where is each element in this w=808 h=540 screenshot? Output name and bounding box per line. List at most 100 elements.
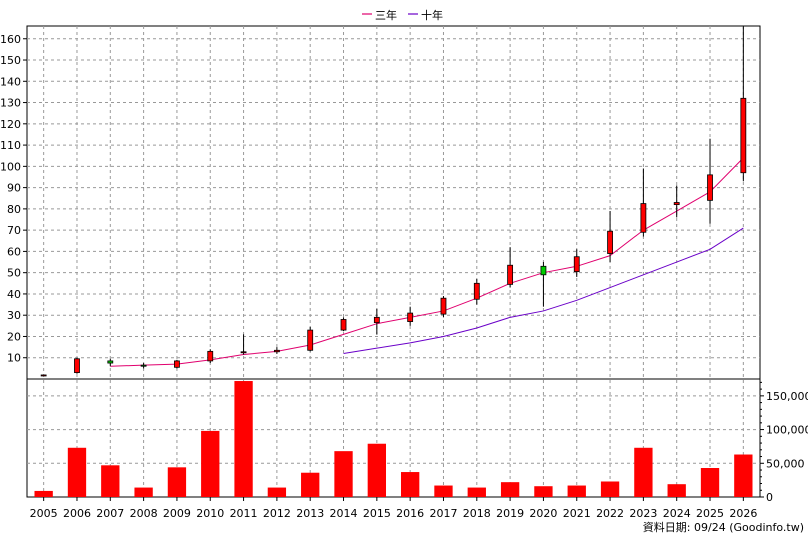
volume-bar [201, 430, 220, 497]
candle [440, 296, 447, 318]
x-tick-label: 2008 [130, 507, 158, 520]
candle-body [74, 358, 80, 374]
volume-bar [534, 486, 553, 497]
candle-body [107, 360, 114, 364]
candle-body [473, 282, 480, 300]
candle [74, 357, 80, 374]
volume-bar [334, 451, 353, 497]
volume-bar [667, 484, 686, 497]
volume-y-tick-label: 100,000 [766, 424, 808, 437]
footer-note: 資料日期: 09/24 (Goodinfo.tw) [643, 520, 804, 534]
price-y-tick-label: 60 [7, 245, 21, 258]
x-tick-label: 2022 [596, 507, 624, 520]
candle [174, 359, 180, 369]
volume-bar [600, 481, 620, 497]
volume-bar [400, 472, 420, 497]
price-y-tick-label: 110 [0, 139, 21, 152]
price-y-tick-label: 80 [7, 203, 21, 216]
candle-body [174, 360, 180, 368]
candle-body [240, 351, 247, 354]
candle-body [440, 297, 447, 315]
x-tick-label: 2011 [230, 507, 258, 520]
x-tick-label: 2014 [330, 507, 358, 520]
volume-bar [634, 447, 653, 497]
candle [107, 358, 114, 367]
price-y-tick-label: 30 [7, 309, 21, 322]
candle-body [507, 264, 514, 285]
candle [707, 138, 713, 224]
legend-label: 三年 [375, 8, 397, 22]
x-tick-label: 2024 [663, 507, 691, 520]
candle [673, 185, 680, 218]
candle-body [573, 256, 580, 273]
volume-y-tick-label: 50,000 [766, 457, 805, 470]
candles [40, 26, 747, 377]
candle [640, 168, 647, 237]
candle [207, 349, 214, 364]
candle [507, 247, 514, 288]
candle-body [40, 374, 47, 377]
x-tick-label: 2012 [263, 507, 291, 520]
x-tick-label: 2015 [363, 507, 391, 520]
price-y-tick-label: 160 [0, 33, 21, 46]
volume-y-ticks: 0 50,000 100,000 150,000 [760, 381, 808, 504]
price-y-tick-label: 90 [7, 182, 21, 195]
price-panel-frame [26, 25, 761, 380]
price-y-tick-label: 120 [0, 118, 21, 131]
candle-body [640, 203, 647, 233]
candle-body [673, 202, 680, 206]
x-tick-label: 2006 [63, 507, 91, 520]
x-tick-label: 2017 [429, 507, 457, 520]
candle-body [740, 97, 747, 174]
x-tick-label: 2020 [529, 507, 557, 520]
candle [273, 347, 280, 354]
volume-bars [34, 381, 753, 497]
ma-line-10yr [343, 227, 744, 354]
legend-label: 十年 [421, 8, 443, 22]
price-y-ticks: 10 20 30 40 50 60 70 80 90 100 110 120 130 140 150 160 [0, 33, 27, 365]
candle [40, 374, 47, 377]
price-y-tick-label: 140 [0, 75, 21, 88]
candle-body [273, 349, 280, 353]
candle [540, 262, 547, 307]
volume-bar [567, 485, 586, 497]
price-y-tick-label: 10 [7, 352, 21, 365]
x-tick-label: 2009 [163, 507, 191, 520]
volume-bar [301, 472, 320, 497]
x-tick-label: 2025 [696, 507, 724, 520]
candle [140, 363, 147, 369]
price-y-tick-label: 100 [0, 160, 21, 173]
candle [373, 308, 380, 335]
volume-bar [367, 443, 387, 497]
moving-average-lines [110, 157, 744, 367]
x-tick-label: 2005 [30, 507, 58, 520]
x-axis-labels: 2005 2006 2007 2008 2009 2010 2011 2012 2013 2014… [30, 497, 757, 520]
volume-bar [500, 482, 520, 497]
volume-y-tick-label: 150,000 [766, 390, 808, 403]
candle-body [707, 174, 713, 201]
price-y-tick-label: 130 [0, 97, 21, 110]
x-tick-label: 2018 [463, 507, 491, 520]
x-tick-label: 2019 [496, 507, 524, 520]
price-y-tick-label: 40 [7, 288, 21, 301]
candle [607, 211, 613, 263]
candle [240, 334, 247, 355]
ma-line-3yr [110, 157, 744, 367]
price-y-tick-label: 70 [7, 224, 21, 237]
x-tick-label: 2023 [629, 507, 657, 520]
volume-y-tick-label: 0 [766, 491, 773, 504]
price-y-tick-label: 50 [7, 267, 21, 280]
candle-body [607, 230, 613, 254]
candle-body [140, 364, 147, 367]
candle [473, 279, 480, 305]
volume-bar [67, 447, 87, 497]
volume-bar [34, 490, 53, 497]
volume-bar [700, 468, 720, 497]
x-tick-label: 2026 [729, 507, 757, 520]
price-y-tick-label: 150 [0, 54, 21, 67]
x-tick-label: 2010 [196, 507, 224, 520]
price-y-tick-label: 20 [7, 330, 21, 343]
candle [740, 26, 747, 182]
volume-bar [467, 487, 486, 497]
